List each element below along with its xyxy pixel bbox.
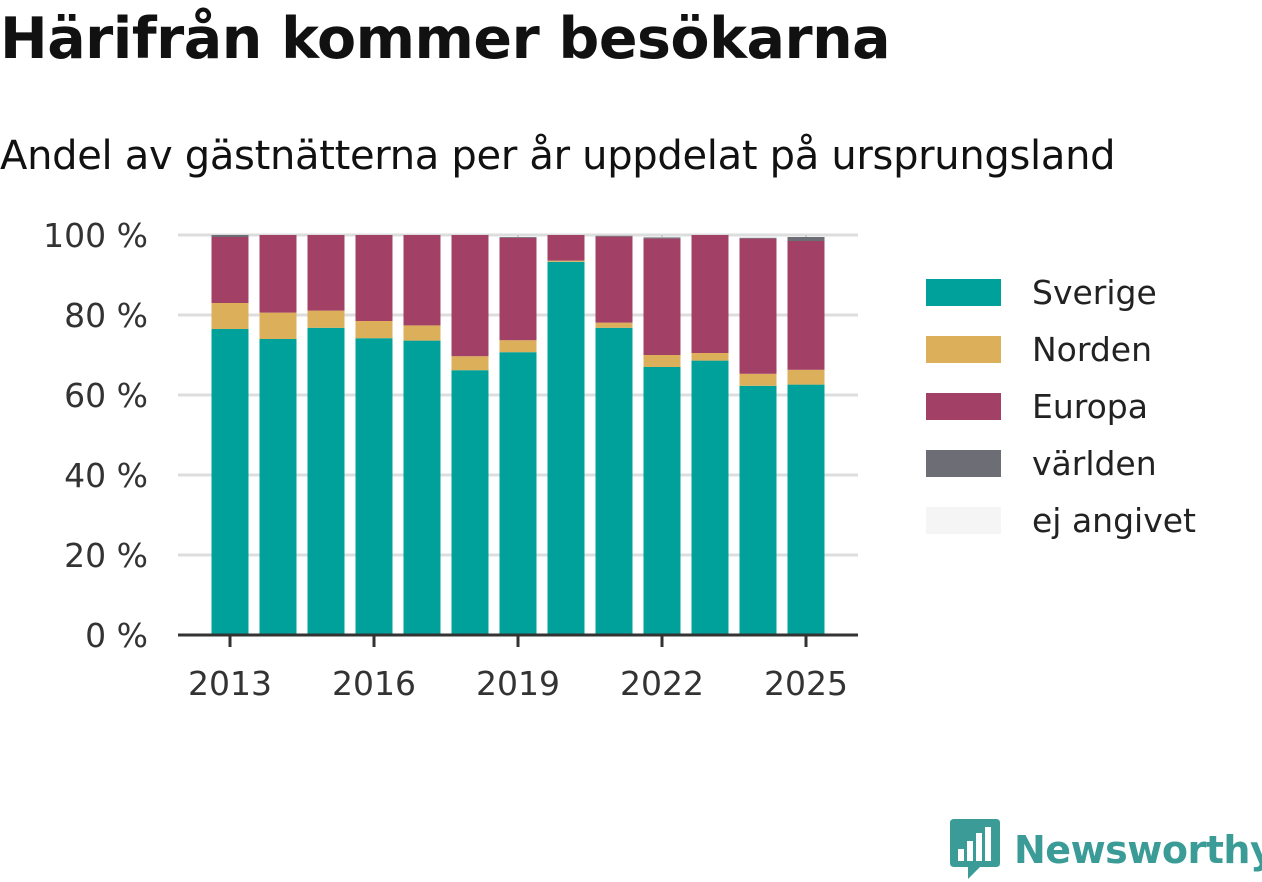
bar-segment-Sverige-2017 [403, 340, 441, 635]
bar-segment-Sverige-2013 [211, 329, 249, 635]
x-tick-label: 2019 [476, 664, 560, 703]
bar-segment-Europa-2020 [547, 235, 585, 261]
y-tick-label: 0 % [85, 616, 148, 655]
bar-segment-Sverige-2024 [739, 385, 777, 635]
chart-title: Härifrån kommer besökarna [0, 6, 891, 72]
bar-segment-världen-2025 [787, 237, 825, 241]
legend-label: Europa [1032, 387, 1148, 426]
x-tick-label: 2025 [764, 664, 848, 703]
legend-label: världen [1032, 444, 1157, 483]
legend-label: ej angivet [1032, 501, 1196, 540]
bar-segment-Sverige-2021 [595, 327, 633, 635]
bar-segment-Norden-2017 [403, 325, 441, 341]
bar-segment-Europa-2017 [403, 235, 441, 326]
bar-segment-Norden-2015 [307, 310, 345, 328]
bar-segment-Sverige-2020 [547, 261, 585, 635]
legend-swatch [926, 279, 1001, 306]
y-tick-label: 40 % [64, 456, 148, 495]
bar-segment-Norden-2025 [787, 369, 825, 385]
legend-label: Norden [1032, 330, 1152, 369]
bar-segment-Europa-2021 [595, 236, 633, 323]
y-tick-label: 80 % [64, 296, 148, 335]
bar-segment-världen-2019 [499, 237, 537, 238]
bar-segment-Norden-2024 [739, 373, 777, 386]
bar-segment-Europa-2022 [643, 238, 681, 355]
legend-swatch [926, 450, 1001, 477]
bar-segment-Europa-2016 [355, 235, 393, 321]
y-tick-label: 100 % [43, 216, 148, 255]
legend-swatch [926, 336, 1001, 363]
bar-segment-Norden-2014 [259, 312, 297, 339]
bar-segment-Norden-2023 [691, 353, 729, 361]
brand-name: Newsworthy [1014, 828, 1262, 872]
bar-segment-Norden-2021 [595, 322, 633, 328]
bar-segment-Europa-2025 [787, 241, 825, 370]
bar-segment-Norden-2020 [547, 260, 585, 262]
axes [178, 633, 858, 647]
bar-segment-världen-2013 [211, 235, 249, 237]
bar-segment-Europa-2024 [739, 238, 777, 374]
bar-segment-Norden-2013 [211, 303, 249, 329]
bar-segment-Sverige-2016 [355, 338, 393, 635]
bar-segment-Norden-2022 [643, 355, 681, 367]
bar-segment-Europa-2023 [691, 235, 729, 353]
bar-segment-Europa-2019 [499, 237, 537, 341]
legend-swatch [926, 393, 1001, 420]
newsworthy-logo-icon [950, 819, 1000, 879]
y-tick-label: 60 % [64, 376, 148, 415]
chart-subtitle: Andel av gästnätterna per år uppdelat på… [0, 133, 1116, 179]
bar-segment-världen-2024 [739, 237, 777, 239]
bar-segment-Sverige-2015 [307, 327, 345, 635]
bar-segment-världen-2021 [595, 235, 633, 237]
bar-segment-Sverige-2025 [787, 384, 825, 635]
bar-segment-Sverige-2023 [691, 360, 729, 635]
legend: Sverige Norden Europa världen ej angivet [926, 273, 1196, 540]
newsworthy-brand: Newsworthy [950, 818, 1262, 882]
x-tick-label: 2022 [620, 664, 704, 703]
x-tick-label: 2013 [188, 664, 272, 703]
bar-segment-Norden-2018 [451, 356, 489, 371]
legend-swatch [926, 507, 1001, 534]
bar-segment-Europa-2013 [211, 237, 249, 303]
x-axis-labels: 2013 2016 2019 2022 2025 [188, 664, 848, 703]
bar-segment-Europa-2018 [451, 235, 489, 357]
legend-label: Sverige [1032, 273, 1157, 312]
bar-segment-Norden-2019 [499, 340, 537, 353]
x-tick-label: 2016 [332, 664, 416, 703]
bar-segment-Sverige-2019 [499, 352, 537, 635]
bar-segment-Europa-2014 [259, 235, 297, 313]
bar-segment-Europa-2015 [307, 235, 345, 311]
y-axis-labels: 0 % 20 % 40 % 60 % 80 % 100 % [43, 216, 148, 655]
bar-segment-världen-2022 [643, 237, 681, 239]
bar-segment-Sverige-2022 [643, 367, 681, 635]
bar-segment-Sverige-2018 [451, 370, 489, 635]
bar-segment-Sverige-2014 [259, 339, 297, 635]
bars [211, 235, 825, 635]
y-tick-label: 20 % [64, 536, 148, 575]
bar-segment-Norden-2016 [355, 321, 393, 339]
